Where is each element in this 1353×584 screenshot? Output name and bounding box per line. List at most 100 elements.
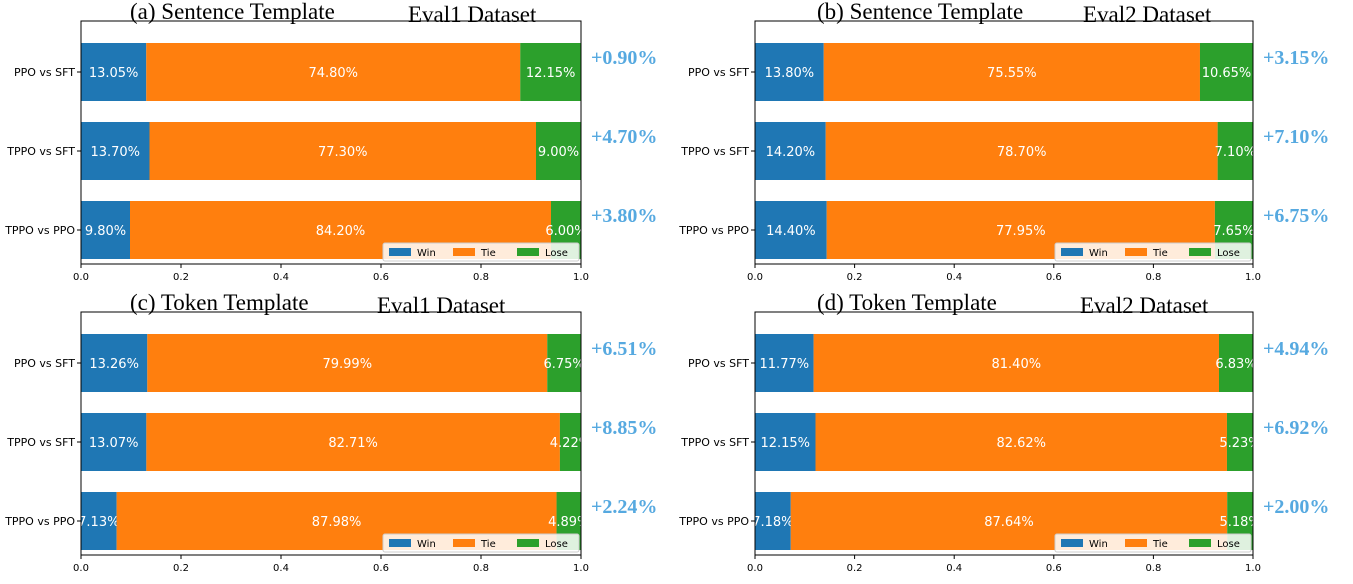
x-tick-label: 0.4 bbox=[273, 563, 289, 574]
bar-label-lose: 6.83% bbox=[1215, 357, 1256, 372]
gain-annotation: +6.75% bbox=[1263, 205, 1329, 227]
bar-label-win: 7.13% bbox=[78, 515, 119, 530]
bar-label-lose: 4.22% bbox=[550, 436, 591, 451]
bar-label-win: 7.18% bbox=[752, 515, 793, 530]
panel-dataset-title: Eval2 Dataset bbox=[1083, 2, 1212, 27]
legend-label-tie: Tie bbox=[1152, 539, 1168, 550]
bar-lose bbox=[1226, 413, 1253, 471]
bar-win bbox=[755, 413, 816, 471]
bar-label-win: 13.07% bbox=[89, 436, 139, 451]
bar-lose bbox=[547, 334, 581, 392]
category-label: TPPO vs PPO bbox=[4, 515, 75, 528]
bar-tie bbox=[149, 122, 536, 180]
bar-win bbox=[755, 43, 824, 101]
legend-label-tie: Tie bbox=[480, 539, 496, 550]
bar-win bbox=[755, 334, 814, 392]
bar-label-win: 13.05% bbox=[89, 66, 139, 81]
chart-panel-a: (a) Sentence Template Eval1 Dataset 13.05%… bbox=[4, 0, 657, 283]
panel-title: (b) Sentence Template bbox=[817, 0, 1023, 24]
bar-win bbox=[755, 122, 826, 180]
axes-frame bbox=[754, 311, 1254, 556]
x-tick-label: 0.8 bbox=[1145, 272, 1161, 283]
legend-label-tie: Tie bbox=[480, 248, 496, 259]
bar-label-tie: 78.70% bbox=[997, 145, 1047, 160]
bar-label-win: 13.80% bbox=[765, 66, 815, 81]
legend-label-lose: Lose bbox=[545, 248, 568, 259]
panel-title: (d) Token Template bbox=[817, 290, 997, 315]
bar-win bbox=[81, 492, 117, 550]
bar-label-lose: 7.65% bbox=[1213, 224, 1254, 239]
bar-win bbox=[81, 122, 150, 180]
legend-swatch-win bbox=[389, 539, 411, 547]
axes-frame bbox=[754, 20, 1254, 265]
gain-annotation: +3.15% bbox=[1263, 47, 1329, 69]
legend-swatch-lose bbox=[517, 539, 539, 547]
bar-label-win: 12.15% bbox=[760, 436, 810, 451]
bar-tie bbox=[815, 413, 1227, 471]
bar-win bbox=[81, 413, 147, 471]
chart-panel-b: (b) Sentence Template Eval2 Dataset 13.80%… bbox=[678, 0, 1329, 283]
legend-swatch-lose bbox=[517, 248, 539, 256]
gain-annotation: +6.92% bbox=[1263, 417, 1329, 439]
bar-label-win: 11.77% bbox=[760, 357, 810, 372]
gain-annotation: +8.85% bbox=[591, 417, 657, 439]
bar-label-tie: 82.71% bbox=[328, 436, 378, 451]
bar-label-lose: 12.15% bbox=[526, 66, 576, 81]
x-tick-label: 0.4 bbox=[273, 272, 289, 283]
panel-dataset-title: Eval1 Dataset bbox=[377, 293, 506, 318]
x-tick-label: 0.8 bbox=[473, 563, 489, 574]
legend-swatch-tie bbox=[453, 248, 475, 256]
bar-label-win: 13.26% bbox=[89, 357, 139, 372]
legend-swatch-tie bbox=[1125, 539, 1147, 547]
legend-box bbox=[382, 242, 580, 262]
panel-dataset-title: Eval2 Dataset bbox=[1080, 293, 1209, 318]
x-tick-label: 1.0 bbox=[573, 272, 589, 283]
bar-tie bbox=[825, 122, 1218, 180]
legend: Win Tie Lose bbox=[382, 533, 580, 553]
x-tick-label: 0.6 bbox=[1046, 272, 1062, 283]
gain-annotation: +3.80% bbox=[591, 205, 657, 227]
axes-frame bbox=[80, 311, 582, 556]
bar-lose bbox=[1199, 43, 1253, 101]
legend: Win Tie Lose bbox=[382, 242, 580, 262]
legend-swatch-tie bbox=[1125, 248, 1147, 256]
legend-label-lose: Lose bbox=[1217, 539, 1240, 550]
category-label: PPO vs SFT bbox=[688, 66, 749, 79]
gain-annotation: +4.94% bbox=[1263, 338, 1329, 360]
bar-label-tie: 77.95% bbox=[996, 224, 1046, 239]
bar-label-tie: 84.20% bbox=[316, 224, 366, 239]
bar-tie bbox=[146, 43, 521, 101]
bar-label-tie: 87.98% bbox=[312, 515, 362, 530]
x-tick-label: 0.4 bbox=[946, 563, 962, 574]
bar-label-lose: 9.00% bbox=[538, 145, 579, 160]
bar-label-tie: 77.30% bbox=[318, 145, 368, 160]
panel-title: (c) Token Template bbox=[130, 290, 309, 315]
bar-label-lose: 7.10% bbox=[1215, 145, 1256, 160]
panel-dataset-title: Eval1 Dataset bbox=[408, 2, 537, 27]
bar-label-win: 13.70% bbox=[90, 145, 140, 160]
bar-win bbox=[755, 201, 827, 259]
legend-box bbox=[1054, 533, 1252, 553]
bar-tie bbox=[823, 43, 1200, 101]
category-label: TPPO vs SFT bbox=[6, 145, 75, 158]
bar-lose bbox=[1217, 122, 1253, 180]
legend-label-win: Win bbox=[417, 248, 436, 259]
bar-tie bbox=[147, 334, 548, 392]
bar-lose bbox=[559, 413, 581, 471]
bar-win bbox=[81, 201, 130, 259]
legend: Win Tie Lose bbox=[1054, 242, 1252, 262]
legend-label-lose: Lose bbox=[545, 539, 568, 550]
category-label: PPO vs SFT bbox=[14, 357, 75, 370]
x-tick-label: 1.0 bbox=[1245, 563, 1261, 574]
x-tick-label: 0.2 bbox=[173, 272, 189, 283]
x-tick-label: 0.2 bbox=[173, 563, 189, 574]
bar-label-tie: 75.55% bbox=[987, 66, 1037, 81]
chart-panel-c: (c) Token Template Eval1 Dataset 13.26% 79.… bbox=[4, 290, 657, 574]
bar-label-lose: 10.65% bbox=[1202, 66, 1252, 81]
bar-label-win: 14.40% bbox=[766, 224, 816, 239]
x-tick-label: 0.6 bbox=[373, 272, 389, 283]
legend-label-win: Win bbox=[417, 539, 436, 550]
legend: Win Tie Lose bbox=[1054, 533, 1252, 553]
panel-title: (a) Sentence Template bbox=[130, 0, 335, 24]
category-label: TPPO vs SFT bbox=[680, 145, 749, 158]
